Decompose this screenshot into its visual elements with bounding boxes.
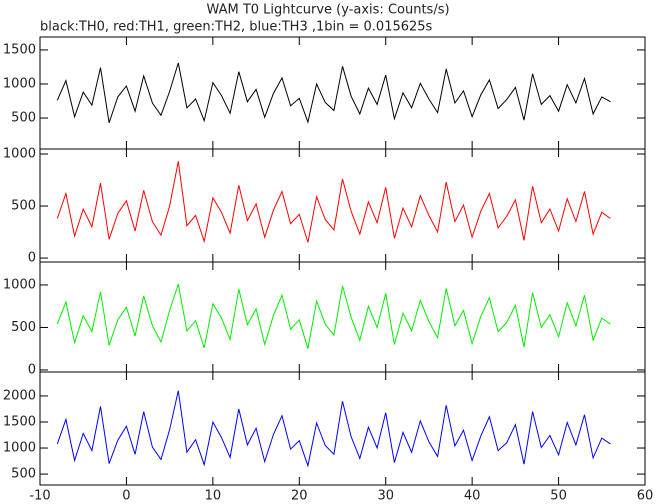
chart-subtitle: black:TH0, red:TH1, green:TH2, blue:TH3 … (40, 20, 433, 35)
y-tick-label: 1000 (3, 146, 36, 161)
x-tick-label: 10 (205, 489, 222, 504)
x-tick-label: 20 (291, 489, 308, 504)
y-tick-label: 2000 (3, 388, 36, 403)
x-tick-label: -10 (29, 489, 50, 504)
x-tick-label: 40 (464, 489, 481, 504)
y-tick-label: 500 (11, 199, 36, 214)
x-tick-label: 0 (122, 489, 130, 504)
panel-frame (39, 261, 646, 373)
y-tick-label: 0 (28, 362, 36, 377)
y-tick-label: 1000 (3, 76, 36, 91)
y-tick-label: 500 (11, 320, 36, 335)
y-tick-label: 500 (11, 111, 36, 126)
x-tick-label: 60 (637, 489, 654, 504)
panel-frame (39, 371, 646, 486)
chart-title: WAM T0 Lightcurve (y-axis: Counts/s) (206, 3, 449, 18)
x-tick-label: 50 (550, 489, 567, 504)
y-tick-label: 1500 (3, 42, 36, 57)
y-tick-label: 1000 (3, 277, 36, 292)
x-tick-label: 30 (377, 489, 394, 504)
y-tick-label: 1000 (3, 441, 36, 456)
lightcurve (56, 283, 611, 349)
panel-frame (39, 148, 646, 263)
lightcurve (56, 161, 611, 244)
y-tick-label: 500 (11, 467, 36, 482)
y-tick-label: 0 (28, 251, 36, 266)
lightcurve (56, 62, 611, 124)
y-tick-label: 1500 (3, 414, 36, 429)
lightcurve (56, 390, 611, 468)
panel-frame (39, 36, 646, 150)
